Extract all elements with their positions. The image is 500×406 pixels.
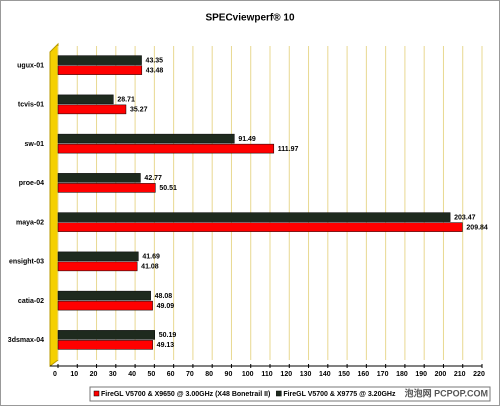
value-label: 41.08 <box>141 264 159 271</box>
x-tick-label: 60 <box>167 371 175 378</box>
y-tick-label: catia-02 <box>18 298 44 305</box>
bar <box>57 300 153 311</box>
bar <box>57 94 114 105</box>
x-tick-label: 90 <box>225 371 233 378</box>
value-label: 41.69 <box>142 254 160 261</box>
bar <box>57 212 451 222</box>
x-tick-label: 120 <box>280 371 292 378</box>
bar <box>57 173 141 183</box>
value-label: 43.48 <box>146 67 164 74</box>
y-tick-label: sw-01 <box>25 141 45 148</box>
y-tick-label: 3dsmax-04 <box>8 337 44 344</box>
x-tick-label: 170 <box>377 371 389 378</box>
x-tick-label: 180 <box>396 371 408 378</box>
bar <box>57 65 143 75</box>
y-tick-label: ensight-03 <box>9 259 44 266</box>
value-label: 111.97 <box>278 146 299 153</box>
bar <box>57 143 275 154</box>
value-label: 209.84 <box>466 224 488 231</box>
x-tick-label: 70 <box>186 371 194 378</box>
value-label: 28.71 <box>117 97 135 104</box>
bar <box>57 55 142 65</box>
x-tick-label: 10 <box>70 371 78 378</box>
legend-swatch <box>93 390 100 397</box>
bar <box>57 183 156 193</box>
x-tick-label: 50 <box>147 371 155 378</box>
value-label: 50.19 <box>159 332 177 339</box>
x-tick-label: 0 <box>53 371 57 378</box>
value-label: 91.49 <box>238 136 256 143</box>
x-tick-label: 80 <box>205 371 213 378</box>
x-tick-label: 140 <box>319 371 331 378</box>
x-tick-label: 30 <box>109 371 117 378</box>
bar <box>57 251 139 262</box>
bar <box>57 330 155 340</box>
value-label: 203.47 <box>454 214 476 221</box>
legend-label: FireGL V5700 & X9775 @ 3.20GHz <box>283 391 396 398</box>
value-label: 50.51 <box>159 185 177 192</box>
x-tick-label: 200 <box>435 371 447 378</box>
x-tick-label: 110 <box>261 371 272 378</box>
x-tick-label: 190 <box>415 371 427 378</box>
watermark: 泡泡网 PCPOP.COM <box>405 387 488 398</box>
x-tick-label: 40 <box>128 371 136 378</box>
y-tick-label: ugux-01 <box>17 62 44 69</box>
chart-title: SPECviewperf® 10 <box>205 13 295 24</box>
x-tick-label: 160 <box>358 371 370 378</box>
bar <box>57 290 151 301</box>
y-tick-label: proe-04 <box>19 180 44 187</box>
y-tick-label: tcvis-01 <box>18 102 44 109</box>
value-label: 43.35 <box>146 57 164 64</box>
bar <box>57 261 138 272</box>
bar <box>57 104 127 115</box>
bar <box>57 340 153 350</box>
value-label: 48.08 <box>155 293 173 300</box>
legend-swatch <box>276 390 282 397</box>
y-tick-label: maya-02 <box>16 219 44 226</box>
bar <box>57 133 235 144</box>
value-label: 35.27 <box>130 107 148 114</box>
value-label: 49.09 <box>157 303 175 310</box>
x-tick-label: 150 <box>338 371 350 378</box>
x-tick-label: 210 <box>454 371 466 378</box>
x-tick-label: 220 <box>473 371 485 378</box>
value-label: 42.77 <box>144 175 162 182</box>
x-tick-label: 20 <box>90 371 98 378</box>
legend-label: FireGL V5700 & X9650 @ 3.00GHz (X48 Bone… <box>101 391 270 398</box>
x-tick-label: 130 <box>300 371 312 378</box>
value-label: 49.13 <box>157 342 175 349</box>
legend-box <box>89 386 491 402</box>
axis-wall <box>49 42 59 367</box>
bar <box>57 222 463 232</box>
x-tick-label: 100 <box>242 371 254 378</box>
